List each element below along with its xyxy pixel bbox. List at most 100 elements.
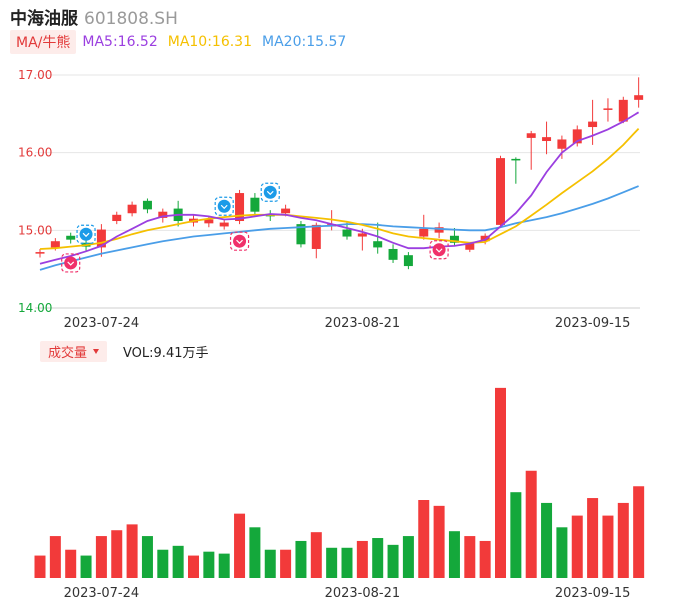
candle-body — [526, 133, 536, 138]
ma20-label: MA20:15.57 — [262, 34, 347, 50]
candle — [250, 193, 260, 217]
candle — [219, 218, 229, 230]
ma-legend: MA/牛熊 MA5:16.52 MA10:16.31 MA20:15.57 — [10, 30, 346, 54]
bull-signal-icon — [260, 182, 280, 202]
candle — [557, 135, 567, 159]
candle — [449, 228, 459, 246]
candle — [634, 77, 644, 108]
candle — [603, 98, 613, 122]
volume-bar — [249, 527, 261, 578]
x-tick-label: 2023-07-24 — [64, 316, 140, 331]
volume-bar — [141, 536, 153, 578]
candle — [511, 157, 521, 184]
candle — [618, 96, 628, 124]
ma-lines — [39, 111, 640, 271]
candlesticks — [35, 77, 644, 270]
volume-value: VOL:9.41万手 — [123, 345, 209, 361]
candle-body — [112, 214, 122, 222]
x-tick-label: 2023-08-21 — [325, 586, 401, 601]
bear-signal-icon — [429, 240, 449, 260]
volume-bar — [218, 553, 230, 578]
volume-bar — [617, 502, 629, 578]
y-tick-label: 14.00 — [18, 301, 52, 315]
ma5-line — [39, 111, 640, 265]
volume-bar — [188, 555, 199, 578]
candle-body — [342, 229, 352, 237]
candle — [296, 221, 306, 248]
candle-body — [311, 224, 321, 249]
candle-body — [50, 241, 60, 248]
candle-body — [511, 158, 521, 161]
stock-header: 中海油服 601808.SH — [10, 4, 178, 29]
volume-bar — [341, 547, 353, 578]
candle-body — [296, 224, 306, 245]
volume-bar — [387, 544, 399, 578]
candle-body — [66, 235, 76, 240]
price-grid — [35, 74, 640, 309]
candle-body — [35, 252, 45, 254]
volume-bar — [310, 532, 322, 578]
candle-body — [219, 222, 229, 227]
candle — [526, 130, 536, 170]
x-tick-label: 2023-09-15 — [555, 316, 631, 331]
candle — [96, 224, 106, 257]
y-tick-label: 15.00 — [18, 223, 52, 237]
volume-bar — [602, 515, 614, 578]
volume-bar — [448, 531, 460, 578]
volume-bar — [633, 486, 645, 578]
volume-bar — [111, 530, 123, 578]
candle-body — [496, 158, 505, 225]
candle — [572, 125, 582, 147]
candle — [542, 121, 552, 155]
ma20-line — [39, 185, 639, 271]
volume-bar — [525, 470, 537, 578]
candle-body — [204, 219, 214, 224]
volume-bars — [34, 387, 645, 578]
volume-bar — [495, 387, 506, 578]
candle-body — [542, 137, 552, 142]
ma-toggle-button[interactable]: MA/牛熊 — [10, 30, 77, 54]
y-tick-label: 16.00 — [18, 146, 52, 160]
volume-bar — [479, 540, 491, 578]
volume-bar — [372, 538, 384, 578]
candle-body — [572, 129, 582, 144]
volume-bar — [126, 524, 138, 578]
candle-body — [281, 208, 291, 214]
price-y-axis: 17.00 16.00 15.00 14.00 — [18, 68, 52, 315]
ma5-label: MA5:16.52 — [82, 34, 158, 50]
price-x-axis: 2023-07-24 2023-08-21 2023-09-15 — [64, 316, 631, 331]
stock-code: 601808.SH — [84, 9, 178, 29]
volume-bar — [49, 536, 61, 578]
candle — [127, 201, 137, 217]
candle — [66, 232, 76, 244]
candle-body — [618, 99, 628, 122]
candle-body — [465, 243, 475, 250]
volume-bar — [203, 551, 215, 578]
volume-toggle-label: 成交量 — [48, 345, 88, 361]
volume-bar — [418, 500, 430, 578]
volume-bar — [587, 498, 599, 578]
volume-toggle-button[interactable]: 成交量 — [40, 340, 108, 362]
volume-bar — [172, 545, 184, 578]
x-tick-label: 2023-08-21 — [325, 316, 401, 331]
volume-bar — [433, 505, 445, 578]
volume-bar — [80, 555, 92, 578]
x-tick-label: 2023-07-24 — [64, 586, 140, 601]
ma10-label: MA10:16.31 — [167, 34, 253, 50]
candle — [342, 222, 352, 240]
candle — [311, 222, 321, 259]
candle — [35, 248, 45, 258]
volume-bar — [295, 540, 307, 578]
bear-signal-icon — [229, 231, 250, 251]
candle-body — [588, 121, 598, 128]
volume-bar — [34, 555, 46, 578]
volume-bar — [95, 536, 107, 578]
volume-bar — [402, 536, 414, 578]
candle-body — [235, 193, 245, 222]
volume-bar — [571, 515, 583, 578]
volume-bar — [356, 540, 368, 578]
candle-body — [634, 95, 644, 100]
y-tick-label: 17.00 — [18, 68, 52, 82]
bull-signal-icon — [214, 196, 234, 216]
